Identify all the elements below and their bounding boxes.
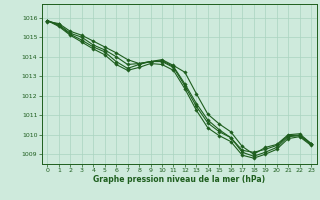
X-axis label: Graphe pression niveau de la mer (hPa): Graphe pression niveau de la mer (hPa): [93, 175, 265, 184]
